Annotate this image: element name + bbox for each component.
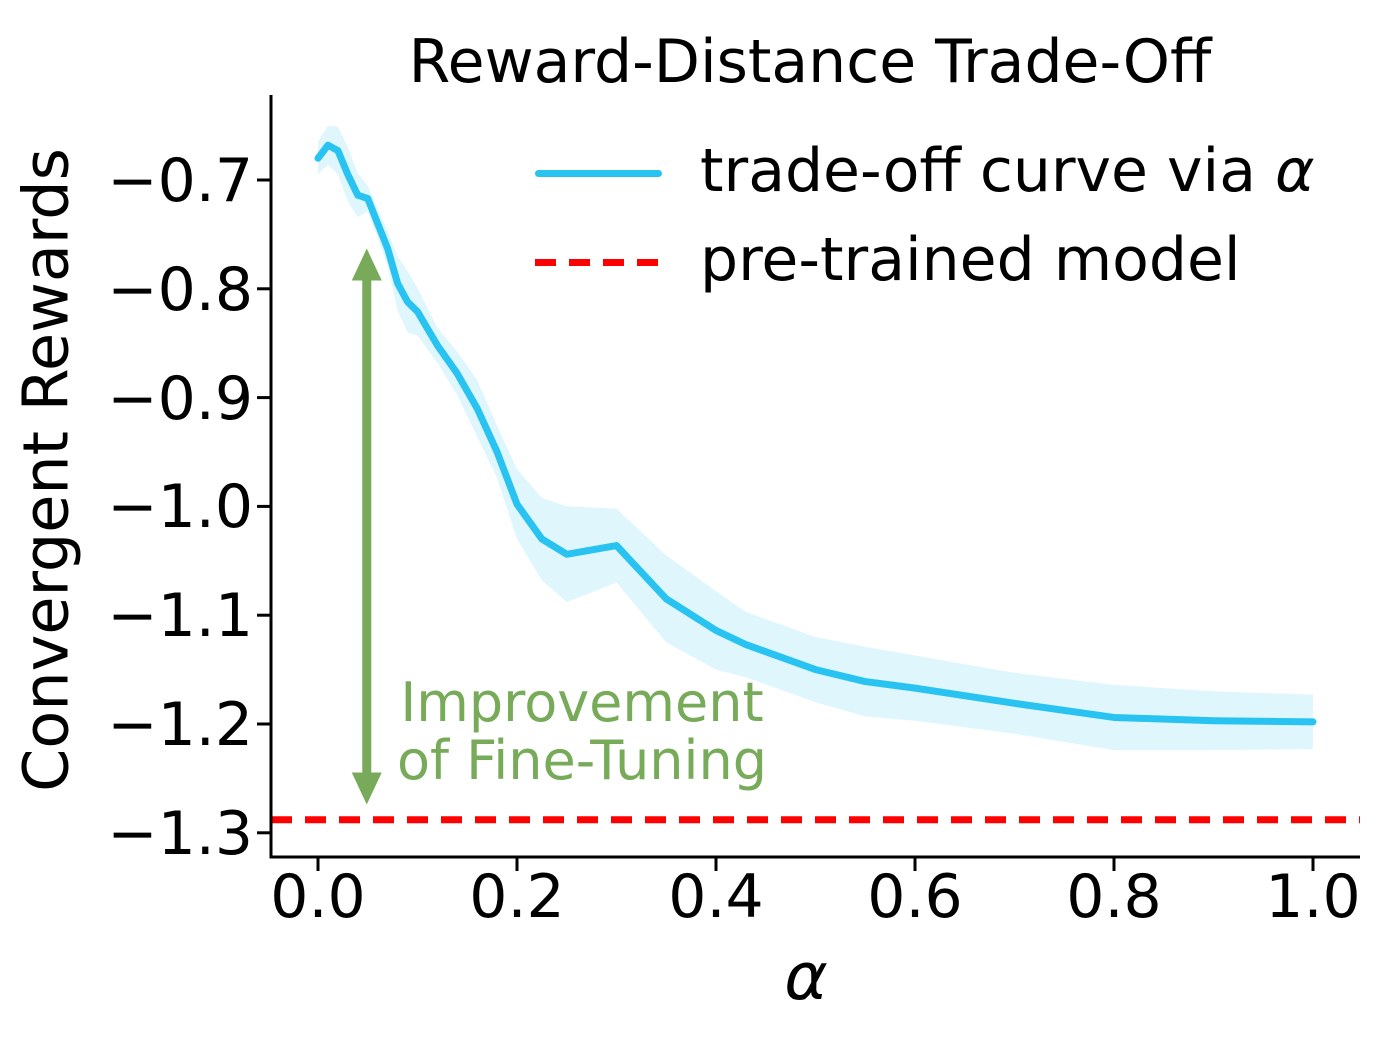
chart-title: Reward-Distance Trade-Off — [408, 27, 1212, 97]
x-tick-label: 1.0 — [1265, 862, 1361, 932]
annotation-line-1: Improvement — [400, 671, 764, 734]
x-tick-label: 0.0 — [270, 862, 366, 932]
legend-sample-pretrained-line — [535, 259, 662, 266]
annotation-improvement: Improvement of Fine-Tuning — [397, 674, 767, 790]
x-tick-label: 0.4 — [668, 862, 764, 932]
improvement-arrow-head-up — [351, 248, 382, 281]
legend-label-pretrained: pre-trained model — [700, 225, 1241, 295]
tradeoff-curve — [314, 141, 1317, 726]
confidence-band — [318, 125, 1313, 751]
annotation-line-2: of Fine-Tuning — [396, 728, 768, 792]
y-tick-label: −0.9 — [107, 363, 253, 434]
x-tick-label: 0.6 — [867, 862, 963, 932]
x-tick-label: 0.2 — [469, 862, 565, 932]
y-tick-label: −1.0 — [107, 472, 253, 543]
y-tick-label: −1.2 — [107, 690, 253, 760]
x-tick-label: 0.8 — [1066, 862, 1162, 932]
y-tick-label: −1.1 — [107, 581, 253, 652]
y-tick-label: −1.3 — [107, 798, 253, 869]
legend-label-tradeoff: trade-off curve via α — [700, 141, 1315, 201]
x-axis-label: α — [784, 938, 828, 1015]
y-tick-label: −0.8 — [107, 254, 253, 325]
legend-sample-tradeoff-line — [535, 170, 662, 177]
legend-label-tradeoff-alpha: α — [1275, 136, 1315, 206]
y-axis-label: Convergent Rewards — [9, 148, 83, 792]
improvement-arrow-head-down — [351, 772, 382, 805]
y-tick-label: −0.7 — [107, 146, 253, 216]
legend-label-tradeoff-text: trade-off curve via — [700, 136, 1276, 206]
